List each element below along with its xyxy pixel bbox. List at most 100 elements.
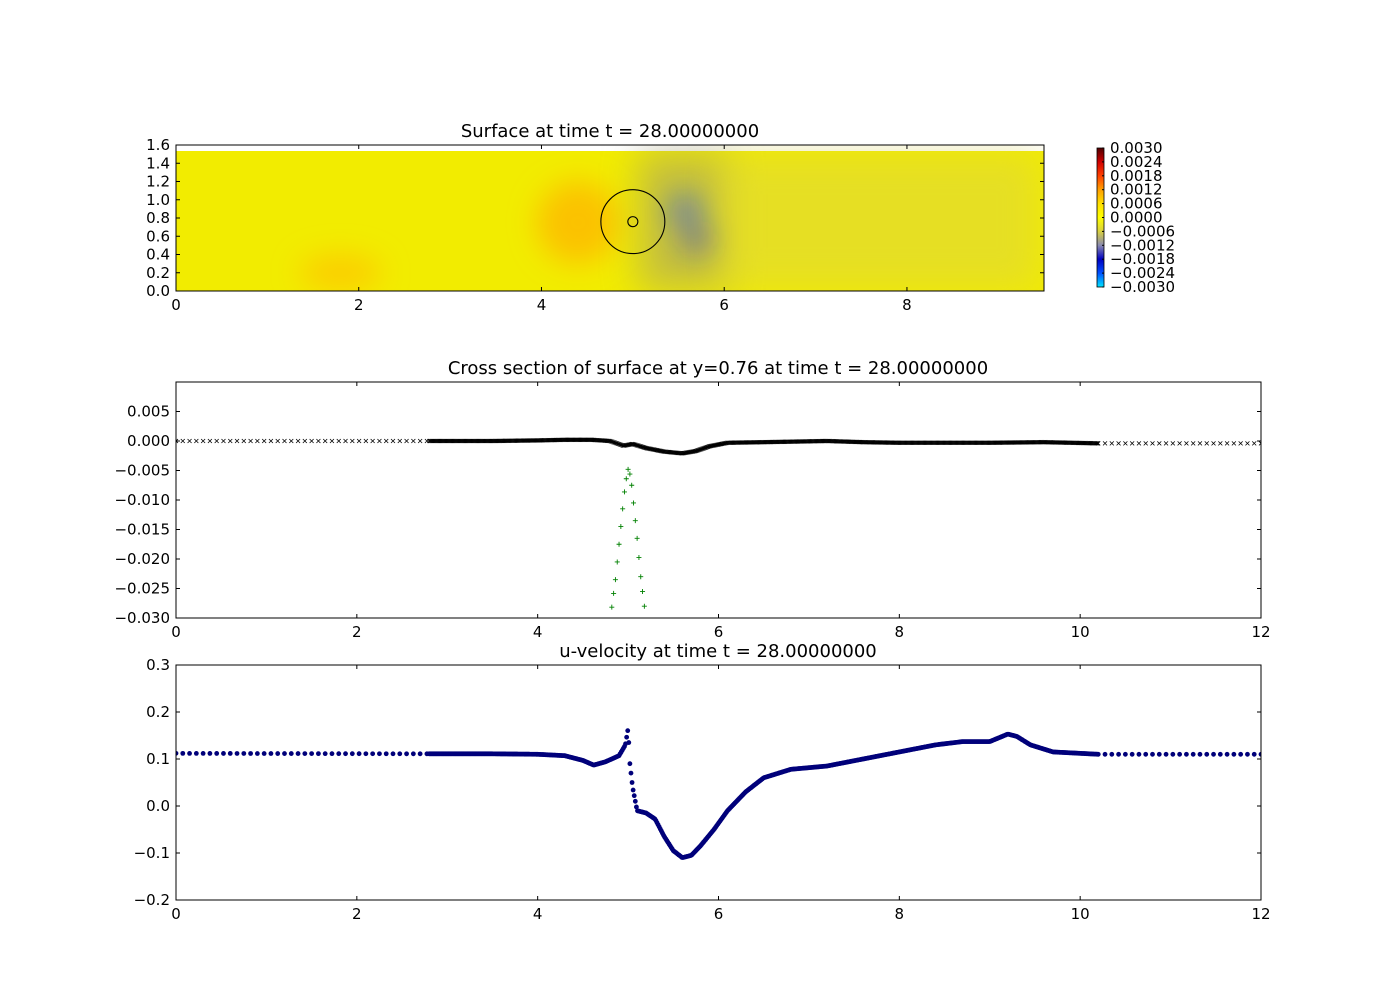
colorbar-ticks: 0.00300.00240.00180.00120.00060.0000−0.0… — [1102, 139, 1175, 296]
data-point-dot — [629, 780, 635, 785]
data-point-x — [1116, 441, 1121, 446]
y-tick-label: −0.015 — [114, 521, 170, 539]
data-point-x — [1238, 441, 1243, 446]
data-point-x — [411, 438, 416, 444]
colorbar-tick-label: 0.0000 — [1110, 209, 1163, 227]
u-velocity-title: u-velocity at time t = 28.00000000 — [559, 641, 877, 662]
data-point-dot — [275, 751, 281, 756]
data-point-x — [397, 438, 403, 444]
cross-section-panel: Cross section of surface at y=0.76 at ti… — [114, 358, 1270, 641]
data-point-x — [1258, 441, 1261, 446]
data-point-x — [1150, 441, 1155, 446]
data-point-x — [227, 438, 233, 444]
data-point-x — [1170, 441, 1176, 446]
u-velocity-series — [176, 728, 1261, 860]
data-point-dot — [302, 751, 308, 756]
x-tick-label: 12 — [1251, 623, 1270, 641]
data-point-dot — [1170, 751, 1176, 757]
data-point-dot — [404, 751, 409, 757]
data-point-plus — [611, 590, 617, 596]
x-tick-label: 8 — [895, 623, 905, 641]
x-tick-label: 4 — [533, 623, 543, 641]
data-point-plus — [621, 489, 627, 495]
y-tick-label: −0.020 — [114, 550, 170, 568]
y-tick-label: 1.0 — [146, 191, 170, 209]
colorbar-tick-label: 0.0024 — [1110, 153, 1163, 171]
data-point-x — [241, 438, 247, 444]
data-point-dot — [390, 751, 396, 757]
data-point-dot — [1136, 751, 1142, 757]
data-point-x — [417, 438, 423, 444]
y-tick-label: 0.0 — [146, 282, 170, 300]
data-point-dot — [1238, 751, 1244, 757]
x-tick-label: 4 — [537, 296, 547, 314]
data-point-dot — [316, 751, 321, 757]
data-point-x — [1102, 441, 1108, 446]
colorbar-tick-label: 0.0030 — [1110, 139, 1163, 157]
y-tick-label: 0.4 — [146, 246, 170, 264]
data-point-plus — [618, 524, 624, 530]
data-point-x — [383, 438, 389, 444]
data-point-dot — [1129, 751, 1135, 757]
data-point-plus — [634, 535, 640, 541]
cylinder-outline — [600, 189, 666, 255]
data-point-dot — [1217, 751, 1223, 757]
data-point-x — [1204, 441, 1210, 446]
data-point-x — [404, 438, 409, 444]
data-point-x — [295, 438, 301, 444]
y-tick-label: 1.4 — [146, 154, 170, 172]
data-point-x — [302, 438, 308, 444]
data-point-dot — [630, 787, 636, 793]
colorbar: 0.00300.00240.00180.00120.00060.0000−0.0… — [1096, 139, 1175, 296]
data-point-plus — [636, 555, 642, 561]
data-point-dot — [1109, 751, 1115, 757]
data-point-x — [268, 438, 274, 444]
data-point-x — [275, 438, 281, 444]
x-tick-label: 2 — [352, 905, 362, 923]
u-velocity-axes-frame — [175, 664, 1262, 901]
data-point-dot — [1224, 751, 1230, 757]
x-tick-label: 2 — [352, 623, 362, 641]
data-point-x — [214, 438, 219, 444]
y-tick-label: −0.1 — [134, 844, 170, 862]
data-point-dot — [1184, 751, 1189, 757]
x-tick-label: 8 — [895, 905, 905, 923]
data-point-dot — [1143, 751, 1149, 757]
data-point-dot — [234, 751, 240, 756]
cross-section-series — [176, 437, 1261, 623]
data-point-x — [282, 438, 287, 444]
y-tick-label: −0.2 — [134, 891, 170, 909]
data-point-dot — [1095, 751, 1101, 757]
data-point-plus — [623, 476, 629, 482]
data-point-dot — [625, 728, 631, 734]
cross-section-axes-frame — [175, 381, 1262, 619]
data-point-plus — [608, 618, 613, 623]
data-point-x — [207, 438, 213, 444]
data-point-plus — [616, 541, 622, 547]
data-point-x — [1163, 441, 1169, 446]
data-point-x — [322, 438, 328, 444]
data-point-x — [255, 438, 260, 444]
data-point-dot — [1197, 751, 1203, 757]
data-point-dot — [634, 804, 639, 810]
data-point-dot — [200, 751, 206, 756]
y-tick-label: −0.005 — [114, 462, 170, 480]
u-velocity-panel: u-velocity at time t = 28.00000000 0 2 4 6 8… — [134, 641, 1271, 923]
data-point-x — [1190, 441, 1196, 446]
y-tick-label: 0.000 — [127, 432, 170, 450]
data-point-dot — [356, 751, 362, 757]
data-point-dot — [241, 751, 247, 756]
data-point-x — [1123, 441, 1128, 446]
data-point-dot — [336, 751, 342, 757]
data-point-dot — [1204, 751, 1210, 757]
y-tick-label: 0.005 — [127, 403, 170, 421]
data-point-x — [390, 438, 396, 444]
data-point-dot — [1258, 751, 1261, 757]
y-tick-label: 0.1 — [146, 750, 170, 768]
y-tick-label: 0.8 — [146, 209, 170, 227]
x-tick-label: 0 — [171, 623, 181, 641]
data-point-dot — [207, 751, 213, 756]
data-point-x — [1129, 441, 1135, 446]
cross-section-ticks: 0 2 4 6 8 10 12 0.005 0.000 −0.005 −0.010 −0.015 −0.… — [114, 382, 1271, 641]
data-point-x — [350, 438, 355, 444]
